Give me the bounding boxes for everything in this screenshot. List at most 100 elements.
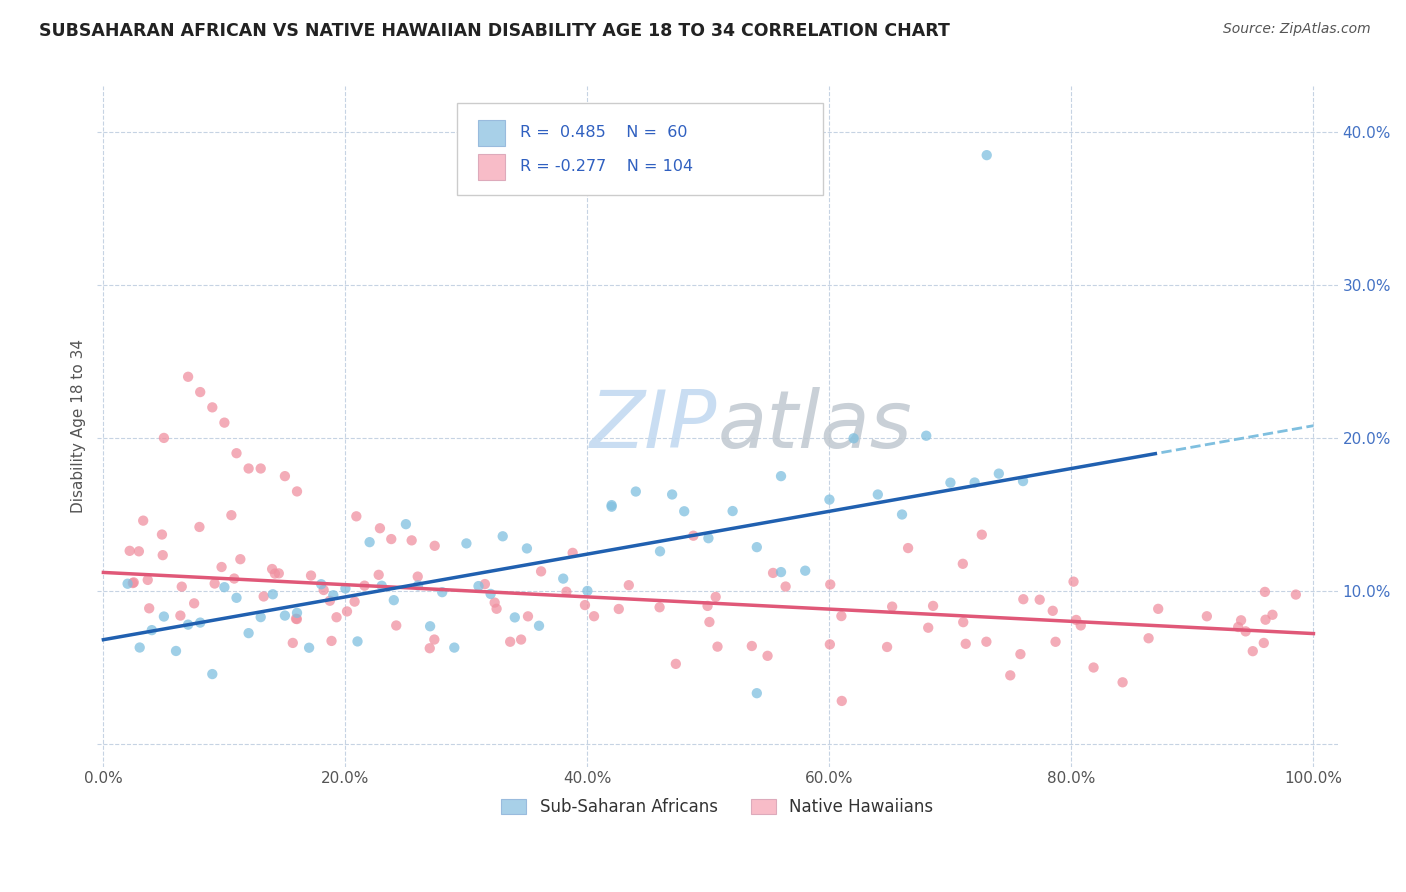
Point xyxy=(607,602,630,616)
Point xyxy=(915,428,938,442)
Point xyxy=(1063,574,1085,589)
Point xyxy=(553,572,575,586)
Point xyxy=(117,576,139,591)
Point xyxy=(561,546,583,560)
Point xyxy=(253,590,276,604)
Point xyxy=(298,640,321,655)
Point xyxy=(503,610,526,624)
Point xyxy=(617,578,640,592)
Point xyxy=(600,498,623,512)
Point xyxy=(970,527,993,541)
Point xyxy=(419,619,441,633)
Point xyxy=(745,686,768,700)
Point xyxy=(150,527,173,541)
Point xyxy=(274,608,297,623)
Point xyxy=(423,539,446,553)
Point xyxy=(456,536,478,550)
Point xyxy=(582,609,605,624)
Text: SUBSAHARAN AFRICAN VS NATIVE HAWAIIAN DISABILITY AGE 18 TO 34 CORRELATION CHART: SUBSAHARAN AFRICAN VS NATIVE HAWAIIAN DI… xyxy=(39,22,950,40)
Point xyxy=(499,634,522,648)
Point xyxy=(1010,647,1032,661)
Point xyxy=(343,594,366,608)
Point xyxy=(756,648,779,663)
Point xyxy=(395,517,418,532)
Point xyxy=(188,520,211,534)
Point xyxy=(775,580,797,594)
Point xyxy=(882,599,904,614)
Point xyxy=(321,634,343,648)
Point xyxy=(359,535,381,549)
Point xyxy=(169,608,191,623)
Point xyxy=(136,573,159,587)
Point xyxy=(1254,585,1277,599)
Point xyxy=(264,566,287,581)
Point xyxy=(141,623,163,637)
Point xyxy=(267,566,290,581)
Point xyxy=(188,385,211,400)
Point xyxy=(955,637,977,651)
Point xyxy=(285,612,308,626)
Point xyxy=(741,639,763,653)
Point xyxy=(830,609,852,624)
Point xyxy=(214,580,236,594)
Point xyxy=(170,580,193,594)
Point xyxy=(335,582,357,596)
Point xyxy=(1028,592,1050,607)
Point xyxy=(842,431,865,445)
Point xyxy=(818,492,841,507)
Point xyxy=(367,567,389,582)
Point xyxy=(682,529,704,543)
Point xyxy=(769,565,792,579)
Point xyxy=(214,416,236,430)
Point xyxy=(285,612,308,626)
Text: R = -0.277    N = 104: R = -0.277 N = 104 xyxy=(520,159,693,174)
Point xyxy=(673,504,696,518)
Point xyxy=(706,640,728,654)
Point xyxy=(262,587,284,601)
Point xyxy=(1227,620,1250,634)
Bar xyxy=(478,153,505,179)
Point xyxy=(876,640,898,654)
Point xyxy=(249,610,271,624)
Point xyxy=(344,509,367,524)
Point xyxy=(177,617,200,632)
Point xyxy=(1254,613,1277,627)
Point xyxy=(485,601,508,615)
Point xyxy=(600,500,623,514)
Point xyxy=(704,590,727,604)
Point xyxy=(917,621,939,635)
Point xyxy=(118,544,141,558)
Point xyxy=(177,369,200,384)
Point xyxy=(225,591,247,605)
Bar xyxy=(478,120,505,145)
Point xyxy=(309,577,332,591)
Point xyxy=(443,640,465,655)
Text: atlas: atlas xyxy=(717,387,912,466)
Point xyxy=(325,610,347,624)
Point xyxy=(1042,604,1064,618)
Point xyxy=(574,598,596,612)
Point xyxy=(555,584,578,599)
Point xyxy=(368,521,391,535)
Text: R =  0.485    N =  60: R = 0.485 N = 60 xyxy=(520,125,688,140)
Point xyxy=(697,531,720,545)
Point xyxy=(467,579,489,593)
Point xyxy=(527,619,550,633)
Point xyxy=(516,541,538,556)
Point xyxy=(762,566,785,580)
Point xyxy=(346,634,368,648)
Point xyxy=(1083,660,1105,674)
Legend: Sub-Saharan Africans, Native Hawaiians: Sub-Saharan Africans, Native Hawaiians xyxy=(495,791,941,822)
Point xyxy=(818,637,841,651)
Point xyxy=(153,609,176,624)
Point xyxy=(211,560,233,574)
Point xyxy=(1111,675,1133,690)
Point xyxy=(401,533,423,548)
Point xyxy=(1070,618,1092,632)
Point xyxy=(1012,592,1035,607)
Point xyxy=(922,599,945,613)
Point xyxy=(423,632,446,647)
Point xyxy=(122,575,145,590)
Point xyxy=(201,401,224,415)
Point xyxy=(419,641,441,656)
